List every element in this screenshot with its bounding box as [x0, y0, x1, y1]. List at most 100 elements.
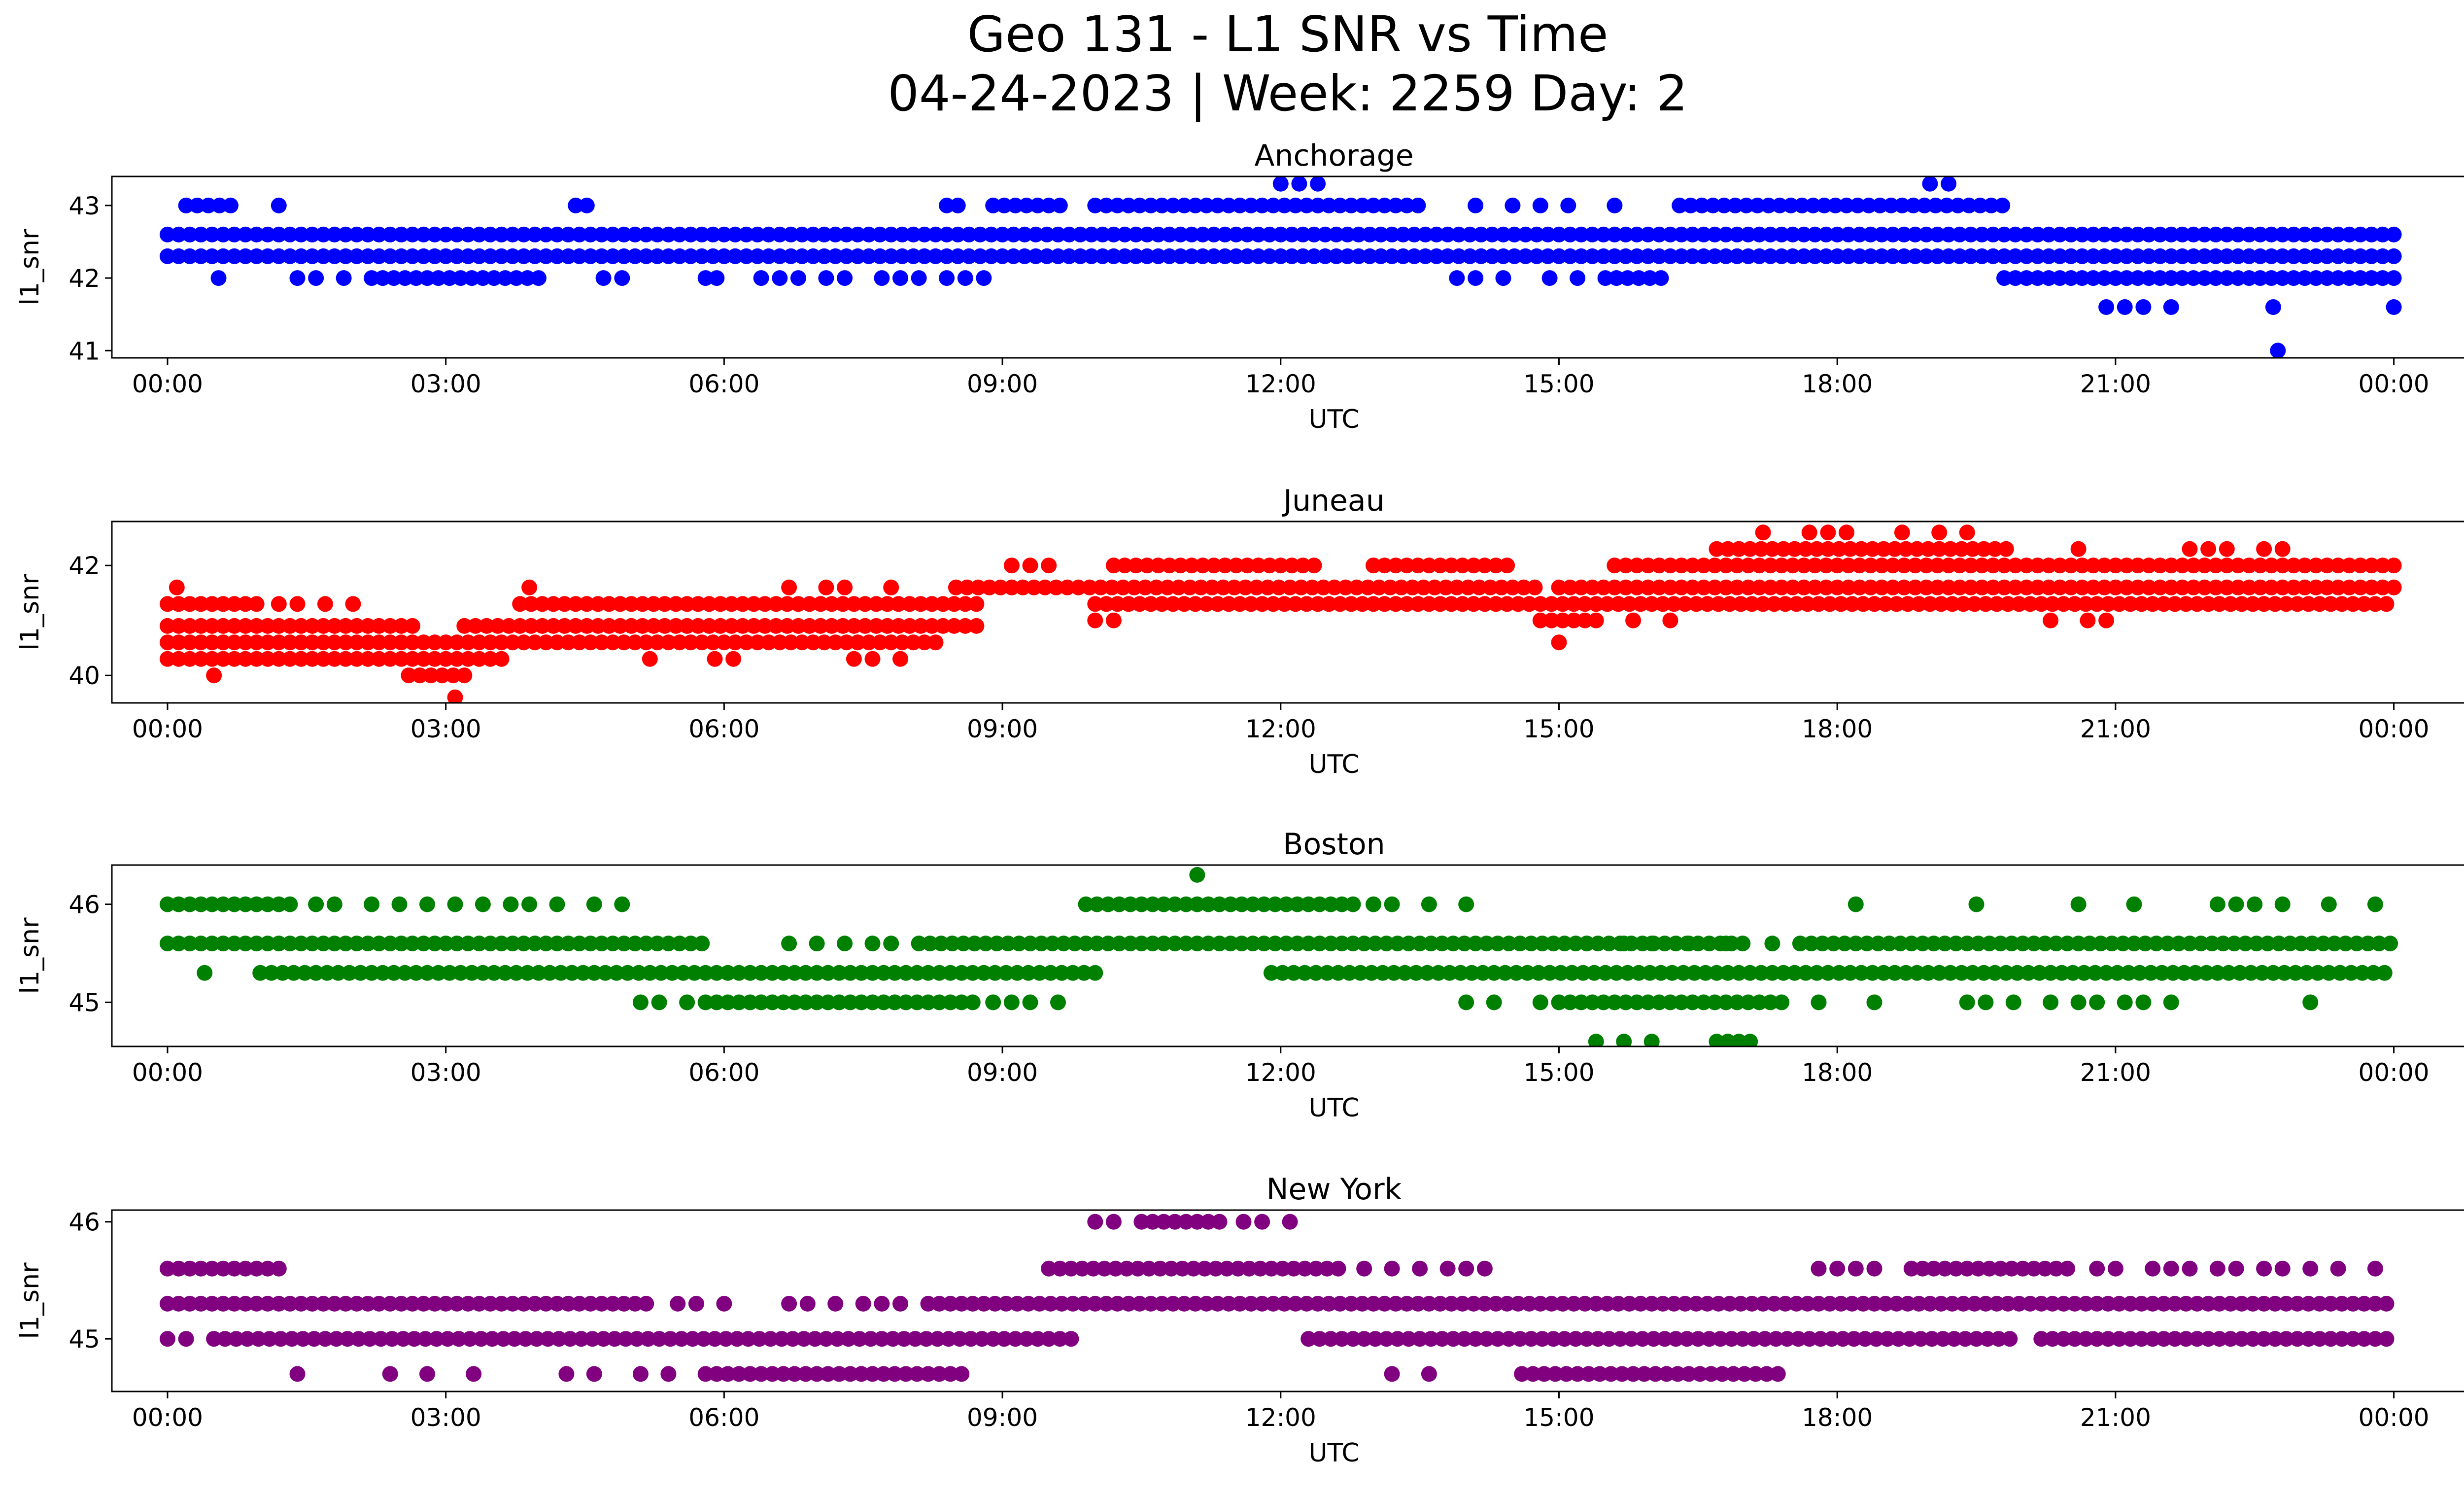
data-point: [2265, 299, 2281, 315]
data-point: [475, 896, 491, 912]
data-point: [963, 1331, 979, 1347]
data-point: [2249, 936, 2264, 952]
data-point: [2230, 270, 2246, 286]
data-point: [493, 651, 510, 667]
data-point: [898, 994, 914, 1010]
data-point: [2135, 299, 2152, 315]
data-point: [427, 1295, 443, 1312]
data-point: [2245, 1295, 2261, 1312]
data-point: [171, 634, 187, 651]
data-point: [1629, 994, 1645, 1010]
data-point: [1245, 936, 1261, 952]
y-axis-label-juneau: l1_snr: [15, 574, 45, 651]
data-point: [1451, 248, 1467, 264]
data-point: [809, 936, 825, 952]
data-point: [1167, 936, 1183, 952]
data-point: [1556, 1331, 1573, 1347]
data-point: [1662, 557, 1678, 574]
y-axis-label-anchorage: l1_snr: [15, 229, 45, 306]
data-point: [2256, 596, 2272, 612]
data-point: [1404, 579, 1421, 595]
data-point: [798, 994, 814, 1010]
data-point: [428, 1331, 445, 1347]
data-point: [260, 1295, 276, 1312]
data-point: [2133, 1331, 2150, 1347]
data-point: [408, 965, 424, 981]
data-point: [1551, 634, 1567, 651]
data-point: [1276, 596, 1293, 612]
data-point: [238, 634, 254, 651]
data-point: [629, 1331, 645, 1347]
data-point: [238, 596, 254, 612]
data-point: [1468, 936, 1484, 952]
data-point: [1779, 1331, 1795, 1347]
data-point: [660, 936, 677, 952]
data-point: [2327, 936, 2343, 952]
data-point: [1655, 596, 1671, 612]
data-point: [1488, 596, 1504, 612]
data-point: [816, 248, 832, 264]
data-point: [2386, 226, 2402, 243]
data-point: [1022, 557, 1038, 574]
data-point: [1996, 557, 2012, 574]
data-point: [438, 634, 454, 651]
data-point: [874, 1331, 890, 1347]
data-point: [1813, 1331, 1829, 1347]
data-point: [2107, 248, 2123, 264]
data-point: [2119, 557, 2135, 574]
data-point: [2178, 1295, 2194, 1312]
data-point: [210, 270, 227, 286]
data-point: [1951, 579, 1968, 595]
data-point: [1874, 248, 1890, 264]
data-point: [1642, 965, 1658, 981]
data-point: [1165, 596, 1181, 612]
data-point: [391, 896, 408, 912]
data-point: [1308, 1260, 1324, 1277]
data-point: [864, 1366, 881, 1382]
data-point: [1948, 936, 1964, 952]
data-point: [1985, 579, 2001, 595]
data-point: [1636, 1366, 1652, 1382]
data-point: [1515, 579, 1532, 595]
data-point: [2130, 226, 2146, 243]
data-point: [1332, 596, 1348, 612]
data-point: [1105, 226, 1122, 243]
data-point: [1566, 596, 1582, 612]
data-point: [1547, 1366, 1563, 1382]
data-point: [2282, 936, 2298, 952]
data-point: [171, 1295, 187, 1312]
data-point: [1868, 1331, 1884, 1347]
data-point: [1412, 1260, 1428, 1277]
data-point: [328, 1331, 344, 1347]
data-point: [315, 936, 332, 952]
data-point: [2063, 557, 2079, 574]
data-point: [1274, 965, 1291, 981]
data-point: [1532, 994, 1548, 1010]
data-point: [1276, 197, 1293, 213]
data-point: [393, 618, 410, 634]
data-point: [1256, 936, 1272, 952]
data-point: [456, 667, 473, 684]
data-point: [1506, 226, 1523, 243]
data-point: [1777, 1295, 1793, 1312]
data-point: [2067, 1331, 2083, 1347]
data-point: [1568, 1331, 1584, 1347]
data-point: [1367, 936, 1383, 952]
data-point: [1814, 936, 1831, 952]
data-point: [2323, 596, 2339, 612]
data-point: [632, 994, 649, 1010]
data-point: [471, 1295, 487, 1312]
data-point: [1946, 1331, 1962, 1347]
data-point: [746, 618, 762, 634]
data-point: [996, 1331, 1012, 1347]
data-point: [2189, 596, 2205, 612]
data-point: [226, 596, 242, 612]
data-point: [1588, 1295, 1604, 1312]
data-point: [1619, 965, 1636, 981]
data-point: [1339, 226, 1356, 243]
data-point: [238, 1295, 254, 1312]
data-point: [1647, 1366, 1664, 1382]
data-point: [1345, 896, 1361, 912]
data-point: [1278, 896, 1295, 912]
data-point: [521, 896, 538, 912]
